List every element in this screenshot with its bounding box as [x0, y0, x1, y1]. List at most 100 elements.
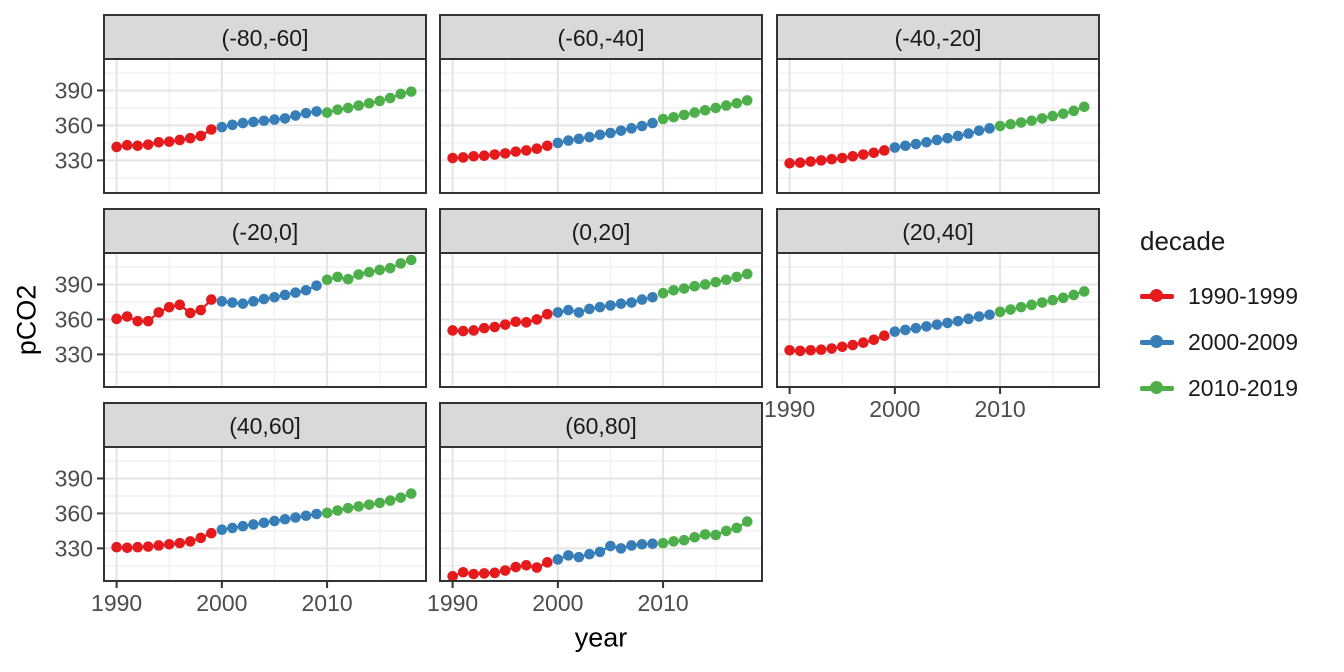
data-point [636, 294, 648, 305]
data-point [699, 529, 711, 540]
facet-strip [776, 208, 1100, 254]
data-point [395, 88, 407, 100]
data-point [374, 497, 385, 509]
series-line [221, 512, 317, 531]
data-point [594, 546, 606, 558]
data-point [984, 309, 995, 321]
series-line [116, 298, 213, 323]
data-point [384, 495, 396, 506]
data-point [342, 502, 354, 514]
data-point [573, 133, 585, 145]
data-point [332, 505, 343, 516]
data-point [931, 319, 943, 330]
data-point [994, 306, 1006, 318]
data-point [300, 510, 312, 522]
data-point [836, 152, 848, 164]
data-point [1015, 117, 1027, 128]
series-line [894, 127, 990, 149]
legend-item-label: 2000-2009 [1188, 328, 1298, 355]
data-point [478, 322, 490, 334]
data-point [657, 537, 669, 549]
data-point [163, 301, 175, 313]
legend-title: decade [1140, 226, 1226, 256]
data-point [457, 566, 469, 578]
facet-label: (40,60] [229, 413, 301, 439]
data-point [353, 501, 364, 512]
data-point [973, 125, 985, 136]
data-point [678, 283, 690, 294]
data-point [647, 538, 658, 550]
data-point [900, 140, 911, 152]
facet-strip [439, 208, 763, 254]
data-point [942, 317, 953, 329]
data-point [563, 550, 574, 561]
data-point [605, 300, 616, 311]
facet-label: (-40,-20] [895, 25, 982, 51]
facet-label: (-60,-40] [558, 25, 645, 51]
facet-strip [103, 402, 427, 448]
data-point [510, 146, 522, 157]
legend-key-line-dot-icon [1140, 284, 1174, 308]
series-line [557, 296, 653, 314]
data-point [374, 264, 385, 276]
data-point [153, 137, 165, 148]
data-point [1057, 292, 1069, 304]
x-tick-label: 2010 [974, 396, 1025, 422]
data-point [826, 153, 838, 165]
data-point [857, 337, 869, 349]
data-point [206, 124, 217, 135]
y-axis-title: pCO2 [11, 284, 42, 356]
data-point [184, 307, 196, 319]
data-point [405, 254, 417, 266]
facet-panel: (-60,-40] [439, 14, 763, 194]
data-point [111, 141, 122, 153]
data-point [468, 325, 479, 336]
data-point [237, 520, 249, 532]
facet-label: (-20,0] [232, 219, 298, 245]
data-point [227, 522, 238, 534]
y-tick-label: 390 [55, 77, 93, 103]
facet-panel: (40,60] [103, 402, 427, 582]
facet-label: (60,80] [565, 413, 637, 439]
x-tick-label: 2000 [869, 396, 920, 422]
data-point [710, 529, 721, 541]
data-point [647, 291, 658, 303]
data-point [879, 330, 890, 342]
data-point [973, 311, 985, 322]
data-point [121, 542, 133, 554]
legend-item: 2010-2019 [1140, 375, 1298, 401]
data-point [720, 525, 732, 537]
data-point [552, 307, 564, 318]
data-point [478, 568, 490, 579]
data-point [111, 313, 122, 325]
facet-strip [439, 14, 763, 60]
y-tick-label: 390 [55, 271, 93, 297]
data-point [237, 298, 249, 309]
data-point [847, 339, 859, 351]
data-point [615, 298, 627, 309]
data-point [889, 326, 901, 337]
data-point [847, 150, 859, 162]
data-point [258, 293, 270, 305]
data-point [805, 344, 816, 356]
data-point [279, 113, 291, 124]
data-point [468, 568, 479, 580]
facet-strip [103, 14, 427, 60]
data-point [121, 311, 133, 322]
data-point [258, 517, 270, 529]
data-point [815, 155, 827, 166]
data-point [573, 551, 585, 563]
data-point [153, 540, 165, 551]
data-point [332, 104, 343, 115]
data-point [805, 156, 816, 167]
data-point [615, 543, 627, 554]
data-point [563, 135, 574, 146]
data-point [879, 145, 890, 156]
data-point [499, 565, 511, 576]
data-point [531, 562, 543, 573]
data-point [311, 106, 322, 117]
data-point [237, 117, 249, 129]
data-point [678, 534, 690, 546]
data-point [353, 100, 364, 111]
